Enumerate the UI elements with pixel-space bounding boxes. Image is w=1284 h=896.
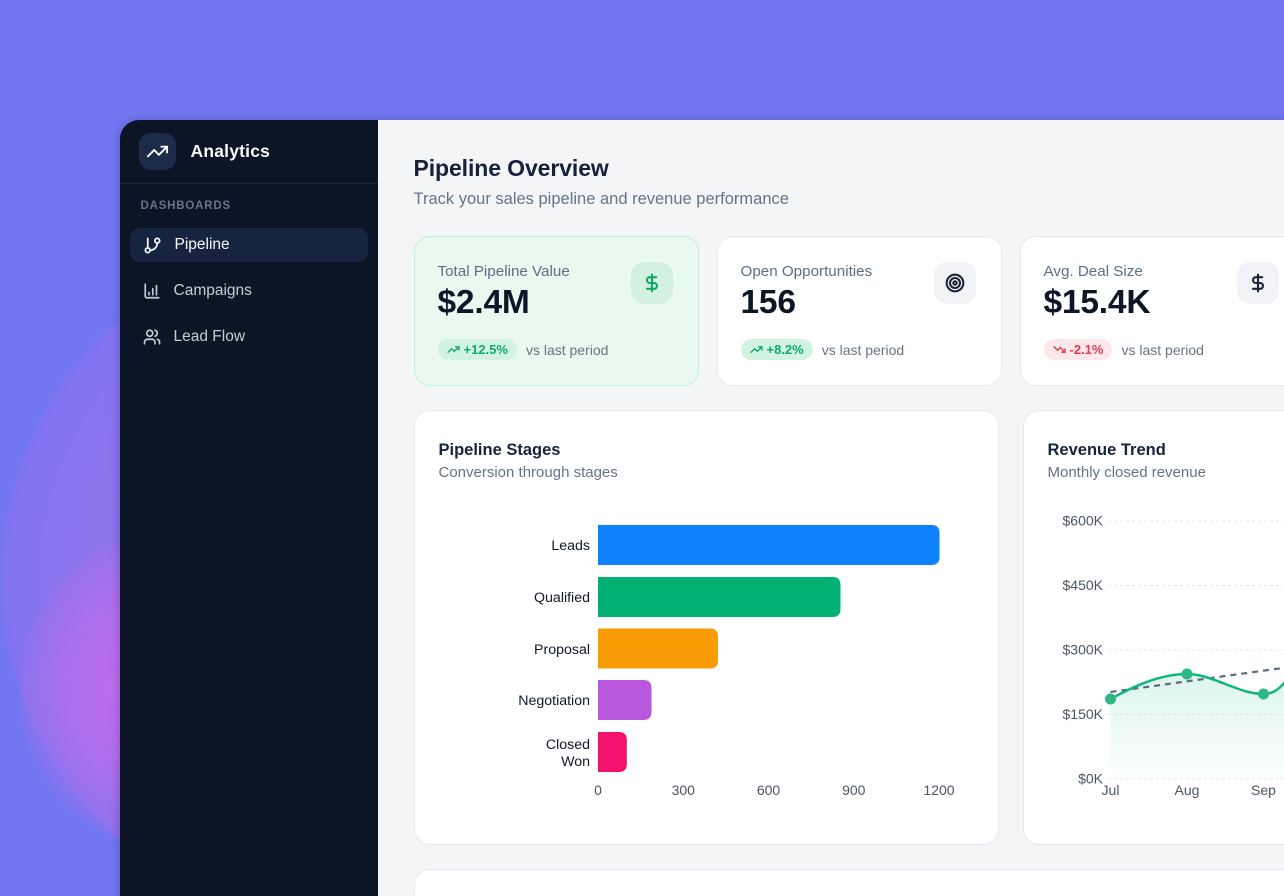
svg-text:600: 600: [756, 782, 780, 798]
svg-text:900: 900: [842, 782, 866, 798]
svg-text:Aug: Aug: [1174, 782, 1199, 798]
svg-text:$0K: $0K: [1078, 770, 1104, 786]
svg-text:Qualified: Qualified: [534, 590, 590, 606]
svg-text:$150K: $150K: [1062, 706, 1103, 722]
svg-text:Closed: Closed: [545, 737, 589, 753]
svg-text:0: 0: [594, 782, 602, 798]
svg-text:1200: 1200: [923, 782, 954, 798]
svg-text:$600K: $600K: [1062, 512, 1103, 528]
svg-text:Leads: Leads: [551, 538, 590, 554]
svg-text:Won: Won: [561, 754, 590, 770]
svg-text:300: 300: [671, 782, 695, 798]
svg-text:Proposal: Proposal: [534, 642, 590, 658]
svg-text:Negotiation: Negotiation: [518, 693, 590, 709]
svg-text:Sep: Sep: [1251, 782, 1276, 798]
svg-text:$300K: $300K: [1062, 641, 1103, 657]
svg-text:Jul: Jul: [1101, 782, 1119, 798]
svg-text:$450K: $450K: [1062, 577, 1103, 593]
